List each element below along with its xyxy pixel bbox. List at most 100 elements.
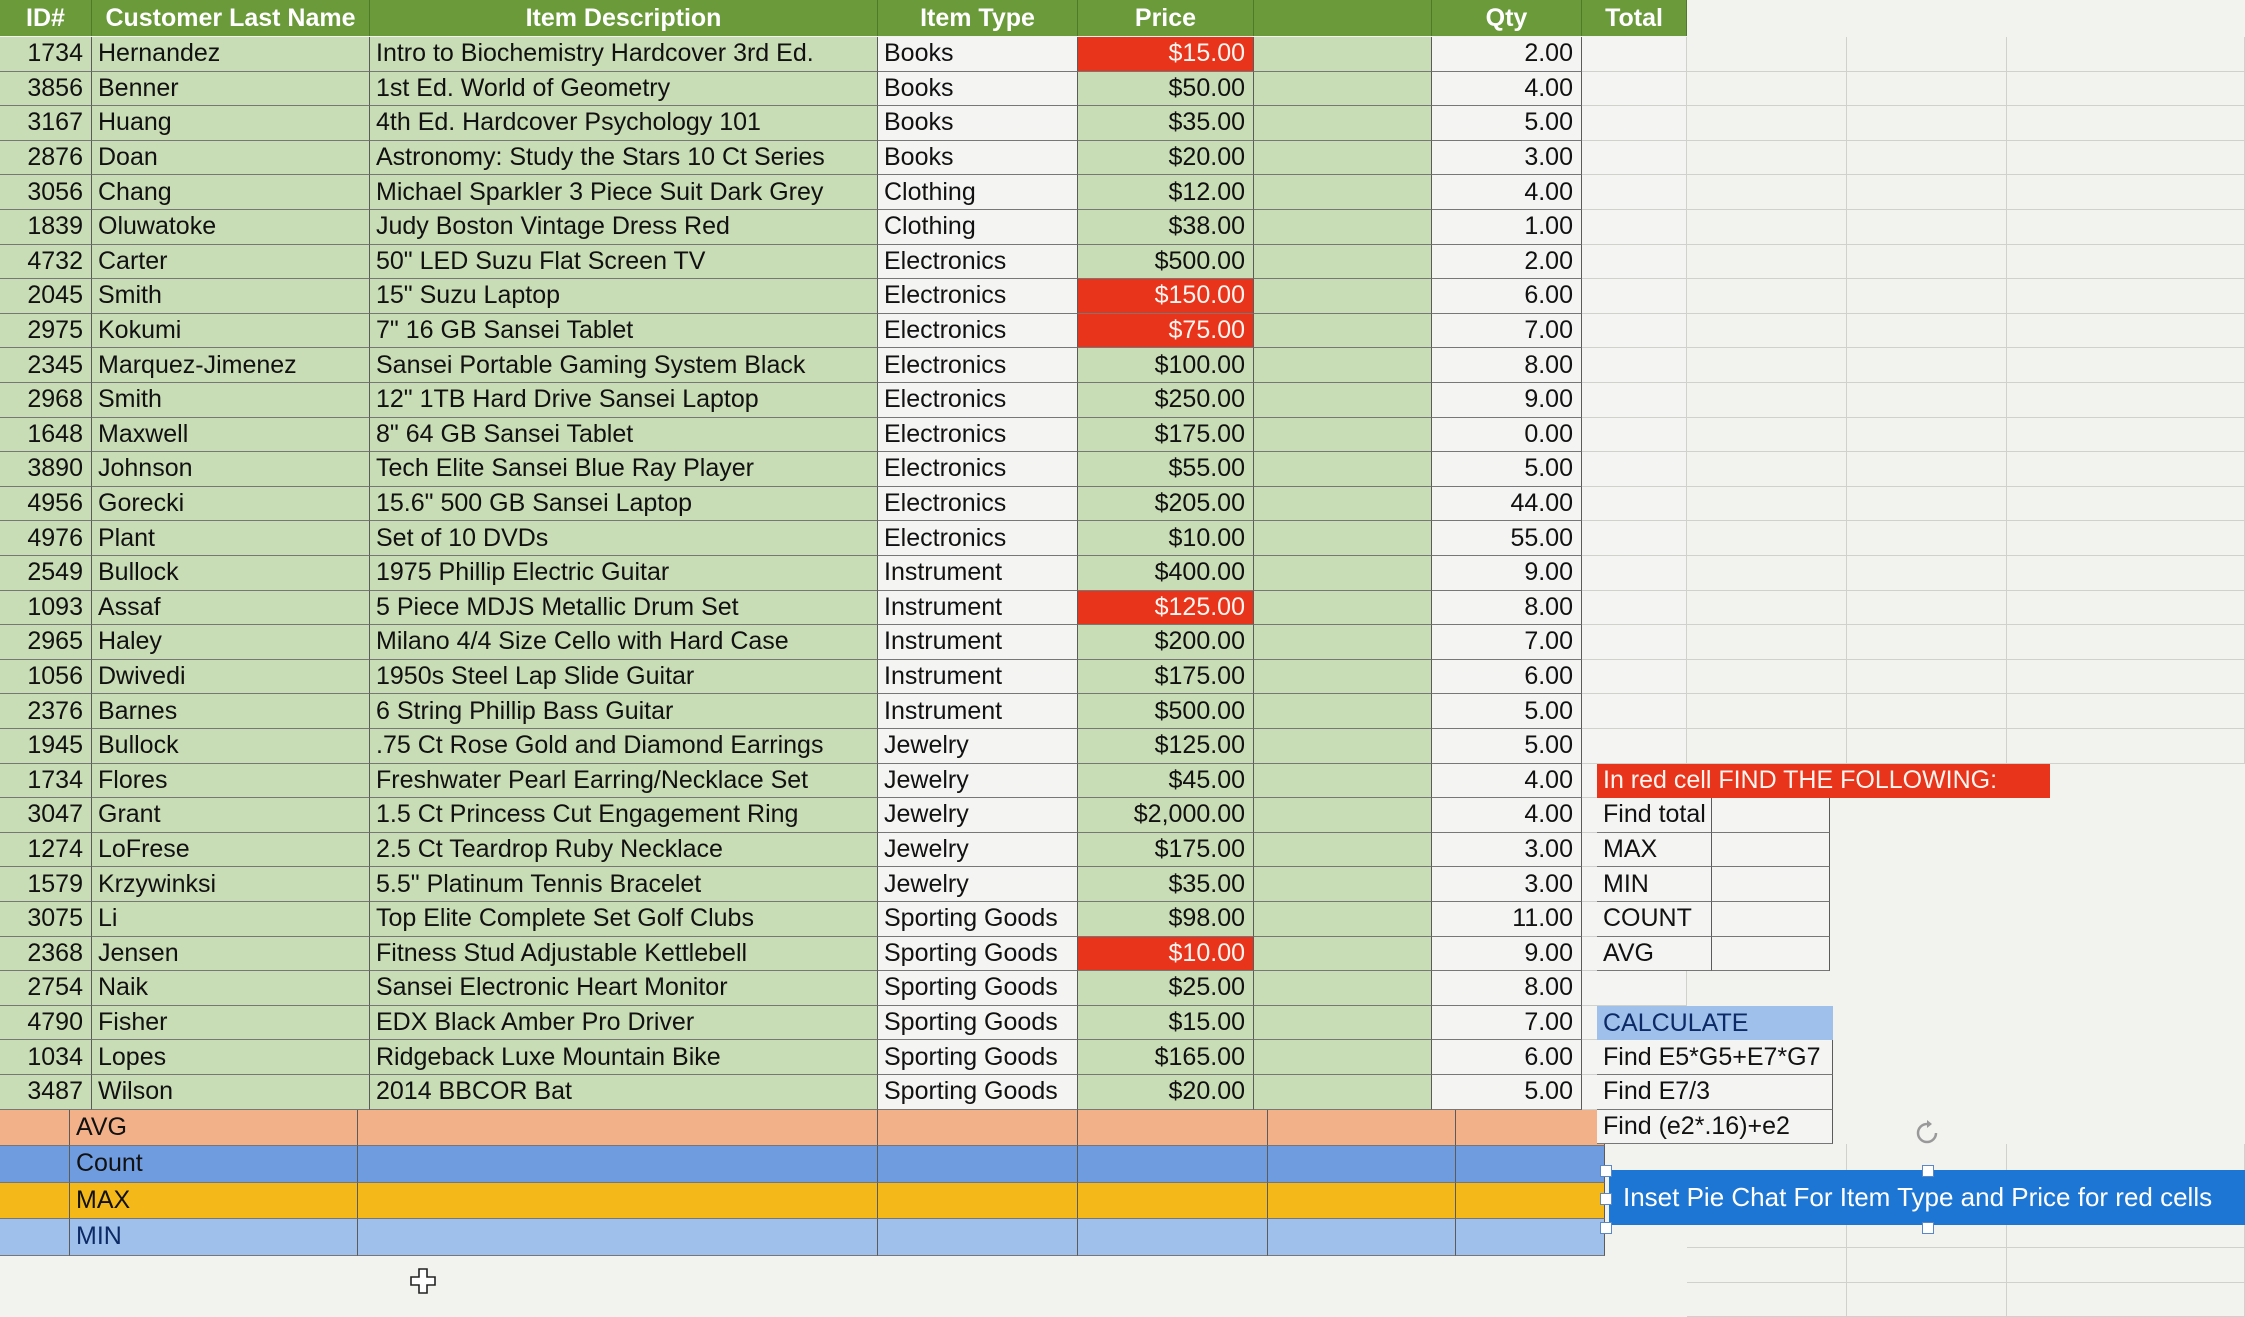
cell-last[interactable]: Bullock — [92, 556, 370, 591]
empty-cell[interactable] — [2007, 175, 2245, 210]
cell-e2[interactable] — [1254, 798, 1432, 833]
cell-price[interactable]: $10.00 — [1078, 521, 1254, 556]
cell-total[interactable] — [1582, 417, 1687, 453]
empty-cell[interactable] — [1847, 210, 2007, 245]
empty-cell[interactable] — [1847, 1282, 2007, 1317]
cell-id[interactable]: 2975 — [0, 313, 92, 349]
cell-desc[interactable]: Sansei Portable Gaming System Black — [370, 348, 878, 383]
cell-qty[interactable]: 2.00 — [1432, 37, 1582, 72]
empty-cell[interactable] — [1847, 452, 2007, 487]
cell-id[interactable]: 4976 — [0, 521, 92, 556]
cell-type[interactable]: Instrument — [878, 625, 1078, 660]
summary-cell[interactable] — [1078, 1109, 1268, 1147]
cell-total[interactable] — [1582, 175, 1687, 210]
cell-e2[interactable] — [1254, 37, 1432, 72]
cell-qty[interactable]: 8.00 — [1432, 348, 1582, 383]
empty-cell[interactable] — [1847, 556, 2007, 591]
cell-last[interactable]: Naik — [92, 971, 370, 1006]
empty-cell[interactable] — [1847, 37, 2007, 72]
textbox-resize-handle[interactable] — [1600, 1222, 1612, 1234]
summary-row-header[interactable] — [0, 1219, 70, 1256]
empty-cell[interactable] — [2007, 486, 2245, 522]
cell-total[interactable] — [1582, 556, 1687, 591]
cell-qty[interactable]: 3.00 — [1432, 140, 1582, 176]
cell-last[interactable]: Fisher — [92, 1005, 370, 1041]
cell-qty[interactable]: 3.00 — [1432, 832, 1582, 868]
cell-e2[interactable] — [1254, 556, 1432, 591]
cell-e2[interactable] — [1254, 348, 1432, 383]
cell-e2[interactable] — [1254, 936, 1432, 972]
cell-desc[interactable]: Set of 10 DVDs — [370, 521, 878, 556]
empty-cell[interactable] — [2007, 1248, 2245, 1283]
cell-total[interactable] — [1582, 590, 1687, 626]
empty-cell[interactable] — [1687, 729, 1847, 764]
cell-total[interactable] — [1582, 71, 1687, 107]
cell-price[interactable]: $35.00 — [1078, 106, 1254, 141]
cell-total[interactable] — [1582, 694, 1687, 729]
find-answer-cell[interactable] — [1712, 936, 1830, 972]
cell-id[interactable]: 2965 — [0, 625, 92, 660]
header-price[interactable]: Price — [1078, 0, 1254, 36]
cell-type[interactable]: Jewelry — [878, 867, 1078, 902]
cell-type[interactable]: Jewelry — [878, 729, 1078, 764]
cell-type[interactable]: Books — [878, 37, 1078, 72]
cell-total[interactable] — [1582, 279, 1687, 314]
empty-cell[interactable] — [2007, 417, 2245, 453]
find-answer-cell[interactable] — [1712, 832, 1830, 868]
cell-type[interactable]: Jewelry — [878, 798, 1078, 833]
header-e2[interactable] — [1254, 0, 1432, 36]
empty-cell[interactable] — [1847, 486, 2007, 522]
cell-desc[interactable]: Astronomy: Study the Stars 10 Ct Series — [370, 140, 878, 176]
find-answer-cell[interactable] — [1712, 902, 1830, 937]
cell-price[interactable]: $10.00 — [1078, 936, 1254, 972]
cell-desc[interactable]: Michael Sparkler 3 Piece Suit Dark Grey — [370, 175, 878, 210]
cell-last[interactable]: Hernandez — [92, 37, 370, 72]
summary-label-avg[interactable]: AVG — [70, 1109, 358, 1147]
empty-cell[interactable] — [2007, 694, 2245, 729]
cell-type[interactable]: Clothing — [878, 175, 1078, 210]
cell-last[interactable]: Grant — [92, 798, 370, 833]
cell-id[interactable]: 3047 — [0, 798, 92, 833]
calc-label[interactable]: Find E7/3 — [1597, 1075, 1833, 1110]
cell-id[interactable]: 2549 — [0, 556, 92, 591]
empty-cell[interactable] — [1847, 348, 2007, 383]
cell-price[interactable]: $125.00 — [1078, 590, 1254, 626]
cell-qty[interactable]: 2.00 — [1432, 244, 1582, 280]
cell-qty[interactable]: 0.00 — [1432, 417, 1582, 453]
cell-e2[interactable] — [1254, 1040, 1432, 1075]
empty-cell[interactable] — [1687, 1213, 1847, 1248]
cell-e2[interactable] — [1254, 659, 1432, 695]
cell-qty[interactable]: 8.00 — [1432, 971, 1582, 1006]
cell-desc[interactable]: 15" Suzu Laptop — [370, 279, 878, 314]
empty-cell[interactable] — [2007, 1282, 2245, 1317]
cell-last[interactable]: Barnes — [92, 694, 370, 729]
cell-price[interactable]: $55.00 — [1078, 452, 1254, 487]
cell-total[interactable] — [1582, 971, 1687, 1006]
empty-cell[interactable] — [2007, 210, 2245, 245]
summary-cell[interactable] — [1456, 1182, 1605, 1220]
empty-cell[interactable] — [2007, 659, 2245, 695]
empty-cell[interactable] — [1687, 1248, 1847, 1283]
empty-cell[interactable] — [1847, 729, 2007, 764]
cell-id[interactable]: 2754 — [0, 971, 92, 1006]
cell-total[interactable] — [1582, 106, 1687, 141]
cell-id[interactable]: 3890 — [0, 452, 92, 487]
summary-cell[interactable] — [878, 1146, 1078, 1183]
cell-desc[interactable]: Ridgeback Luxe Mountain Bike — [370, 1040, 878, 1075]
empty-cell[interactable] — [1847, 71, 2007, 107]
empty-cell[interactable] — [2007, 140, 2245, 176]
empty-cell[interactable] — [1687, 452, 1847, 487]
cell-total[interactable] — [1582, 140, 1687, 176]
summary-label-count[interactable]: Count — [70, 1146, 358, 1183]
cell-total[interactable] — [1582, 348, 1687, 383]
cell-price[interactable]: $165.00 — [1078, 1040, 1254, 1075]
cell-e2[interactable] — [1254, 313, 1432, 349]
instruction-header-red[interactable]: In red cell FIND THE FOLLOWING: — [1597, 763, 2050, 799]
cell-price[interactable]: $150.00 — [1078, 279, 1254, 314]
empty-cell[interactable] — [1847, 313, 2007, 349]
cell-id[interactable]: 2345 — [0, 348, 92, 383]
cell-qty[interactable]: 4.00 — [1432, 763, 1582, 799]
empty-cell[interactable] — [1687, 279, 1847, 314]
cell-price[interactable]: $35.00 — [1078, 867, 1254, 902]
cell-type[interactable]: Sporting Goods — [878, 1040, 1078, 1075]
